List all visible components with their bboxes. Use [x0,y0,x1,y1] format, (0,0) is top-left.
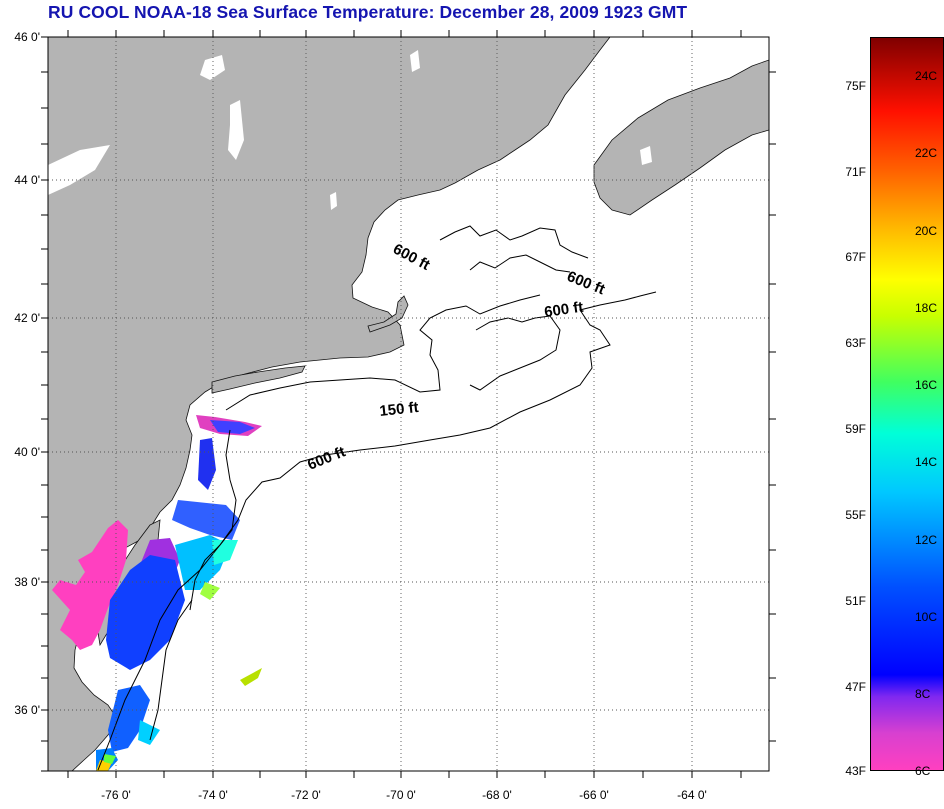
colorbar-c-label: 22C [915,146,938,160]
colorbar-f-label: 59F [845,422,866,436]
land-cape-cod [367,295,409,333]
colorbar-c-label: 12C [915,533,938,547]
colorbar-f-label: 43F [845,764,866,778]
land-nova-scotia [593,59,769,216]
colorbar-c-label: 8C [915,687,931,701]
colorbar-c-label: 20C [915,224,938,238]
colorbar-f-label: 67F [845,250,866,264]
lon-label: -68 0' [482,788,512,802]
sst-field [96,415,262,771]
lat-label: 42 0' [14,311,40,325]
colorbar-c-label: 16C [915,378,938,392]
grid-lines [48,37,769,771]
colorbar-c-label: 14C [915,455,938,469]
axis-ticks [41,30,776,778]
map-title: RU COOL NOAA-18 Sea Surface Temperature:… [48,2,688,22]
colorbar-f-label: 71F [845,165,866,179]
lon-label: -76 0' [101,788,131,802]
colorbar-f-label: 55F [845,508,866,522]
contour-label: 600 ft [543,299,584,321]
lat-label: 36 0' [14,703,40,717]
colorbar-gradient [871,38,943,770]
lat-label: 46 0' [14,30,40,44]
colorbar-f-label: 75F [845,79,866,93]
colorbar-c-label: 10C [915,610,938,624]
colorbar-f-label: 51F [845,594,866,608]
lon-label: -70 0' [386,788,416,802]
depth-contours [97,225,657,771]
lon-label: -72 0' [291,788,321,802]
lon-label: -74 0' [198,788,228,802]
colorbar-c-label: 18C [915,301,938,315]
land-long-island [211,365,306,394]
lat-label: 40 0' [14,445,40,459]
lat-label: 38 0' [14,575,40,589]
lat-label: 44 0' [14,173,40,187]
map-frame [47,36,770,772]
colorbar-f-label: 47F [845,680,866,694]
colorbar-f-label: 63F [845,336,866,350]
lon-label: -64 0' [677,788,707,802]
chesapeake-bay [52,520,128,650]
lon-label: -66 0' [579,788,609,802]
contour-label: 150 ft [379,399,420,420]
colorbar-c-label: 24C [915,69,938,83]
colorbar-c-label: 6C [915,764,931,778]
